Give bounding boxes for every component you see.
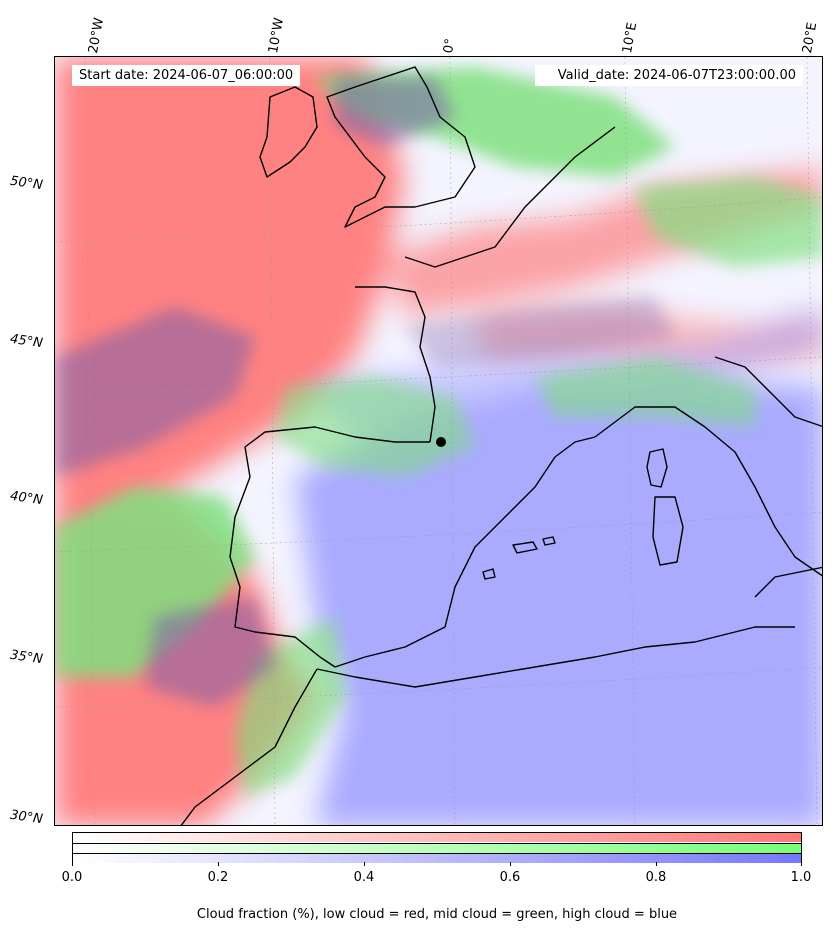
colorbar-tickmark xyxy=(801,862,802,866)
map-panel xyxy=(54,56,823,826)
coast-ireland xyxy=(259,86,318,178)
colorbar-mid-strip xyxy=(73,843,801,853)
lon-label-10e: 10°E xyxy=(620,21,641,55)
valid-date-label: Valid_date: 2024-06-07T23:00:00.00 xyxy=(535,65,803,86)
coast-britain xyxy=(326,66,476,228)
colorbar-tickmark xyxy=(218,862,219,866)
lat-label-50n: 50°N xyxy=(9,173,44,194)
coast-italy xyxy=(594,356,822,577)
colorbar-high-strip xyxy=(73,853,801,863)
colorbar-tick-label: 0.2 xyxy=(207,870,229,885)
colorbar-tickmark xyxy=(364,862,365,866)
location-marker xyxy=(436,437,446,447)
colorbar-tick-label: 0.6 xyxy=(499,870,521,885)
colorbar-tick-label: 0.4 xyxy=(353,870,375,885)
graticule xyxy=(55,57,822,825)
coast-iberia xyxy=(229,426,430,668)
coast-france-biscay xyxy=(355,126,616,443)
coast-north-africa xyxy=(180,566,822,825)
lat-label-45n: 45°N xyxy=(9,331,44,352)
colorbar-tick-label: 0.0 xyxy=(61,870,83,885)
lat-label-40n: 40°N xyxy=(9,488,44,509)
coastlines xyxy=(180,66,822,825)
colorbar-caption: Cloud fraction (%), low cloud = red, mid… xyxy=(196,907,678,922)
coast-spain-med xyxy=(334,436,596,668)
colorbar-tick-label: 0.8 xyxy=(645,870,667,885)
cloud-fraction-map xyxy=(55,57,822,825)
lat-label-30n: 30°N xyxy=(9,807,44,828)
colorbar-tick-label: 1.0 xyxy=(790,870,812,885)
colorbar-low-strip xyxy=(73,833,801,842)
lon-label-10w: 10°W xyxy=(266,16,288,55)
coast-corsica xyxy=(646,448,668,488)
mixed-cloud-layer xyxy=(55,77,675,707)
colorbar-tickmark xyxy=(72,862,73,866)
lon-label-20e: 20°E xyxy=(800,21,821,55)
coast-balearics xyxy=(482,536,556,580)
lon-label-20w: 20°W xyxy=(86,16,108,55)
colorbar-tickmark xyxy=(656,862,657,866)
lon-label-0: 0° xyxy=(441,37,459,55)
start-date-label: Start date: 2024-06-07_06:00:00 xyxy=(72,65,301,86)
colorbar xyxy=(72,832,802,863)
coast-sardinia xyxy=(652,496,684,566)
colorbar-tickmark xyxy=(510,862,511,866)
lat-label-35n: 35°N xyxy=(9,647,44,668)
